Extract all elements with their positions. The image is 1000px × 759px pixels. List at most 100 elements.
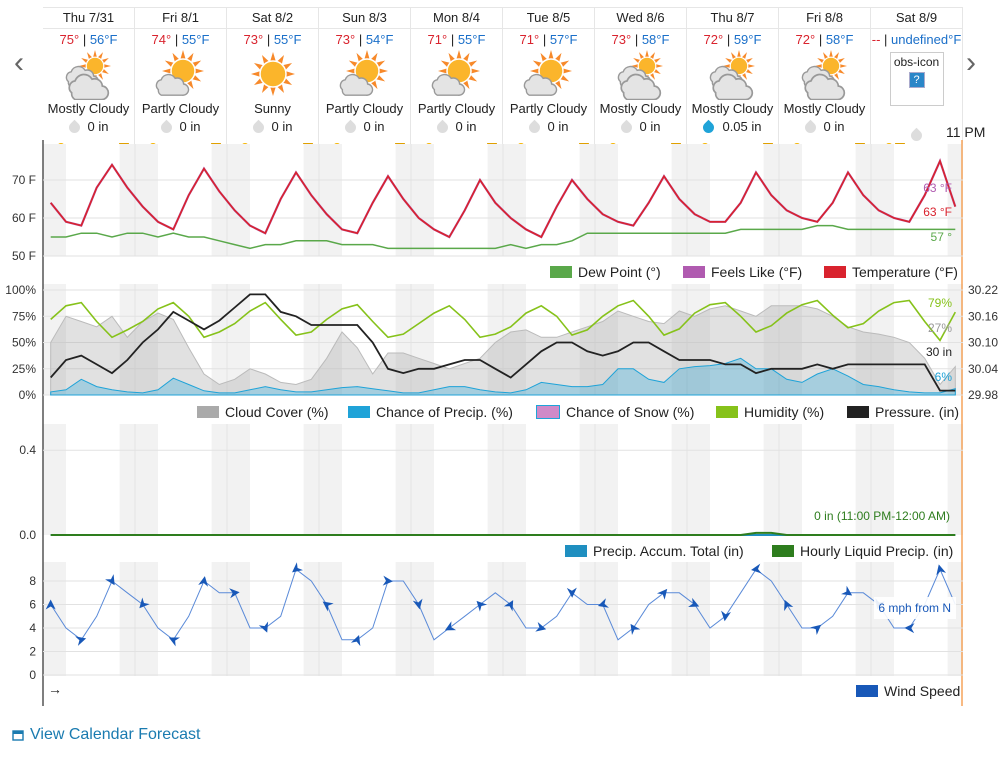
mostly-cloudy-icon xyxy=(43,48,134,100)
day-label: Wed 8/6 xyxy=(595,7,686,29)
day-column[interactable]: Sun 8/3 73° | 54°F Partly Cloudy 0 in xyxy=(319,7,411,147)
legend-dew[interactable]: Dew Point (°) xyxy=(550,264,661,280)
humidity-line xyxy=(50,299,957,342)
night-band xyxy=(579,284,618,395)
y-tick-label-right: 30.22 xyxy=(968,283,998,297)
wind-direction-marker xyxy=(292,562,304,573)
wind-direction-marker xyxy=(105,574,115,586)
wind-direction-marker xyxy=(45,599,56,610)
legend-snow[interactable]: Chance of Snow (%) xyxy=(536,404,694,420)
legend-humidity[interactable]: Humidity (%) xyxy=(716,404,824,420)
wind-direction-marker xyxy=(841,585,853,596)
condition: Partly Cloudy xyxy=(417,101,496,116)
day-column[interactable]: Wed 8/6 73° | 58°F Mostly Cloudy 0 in xyxy=(595,7,687,147)
day-label: Sat 8/9 xyxy=(871,7,962,29)
high-temp: 73° xyxy=(335,32,356,47)
legend-precip[interactable]: Chance of Precip. (%) xyxy=(348,404,513,420)
night-band xyxy=(211,424,250,535)
low-temp: 55°F xyxy=(181,32,210,47)
condition: Mostly Cloudy xyxy=(599,101,682,116)
pressure-end-label: 30 in xyxy=(926,345,952,359)
wind-direction-marker xyxy=(503,600,514,612)
wind-direction-marker xyxy=(535,621,547,632)
low-temp: undefined°F xyxy=(891,32,962,47)
night-band xyxy=(671,284,710,395)
day-label: Fri 8/1 xyxy=(135,7,226,29)
night-band xyxy=(43,144,66,256)
night-band xyxy=(671,424,710,535)
night-band xyxy=(43,424,66,535)
legend-temp[interactable]: Temperature (°F) xyxy=(824,264,958,280)
y-tick-label-right: 29.98 xyxy=(968,388,998,402)
legend-label: Wind Speed xyxy=(884,683,961,699)
legend-pressure[interactable]: Pressure. (in) xyxy=(847,404,959,420)
next-button[interactable]: › xyxy=(966,46,976,79)
high-temp: 72° xyxy=(795,32,816,47)
high-temp: 75° xyxy=(59,32,80,47)
prev-button[interactable]: ‹ xyxy=(14,46,24,79)
night-band xyxy=(395,144,434,256)
legend-label: Hourly Liquid Precip. (in) xyxy=(800,543,954,559)
wind-direction-marker xyxy=(597,598,609,608)
night-band xyxy=(947,144,963,256)
day-column[interactable]: Thu 7/31 75° | 56°F Mostly Cloudy 0 in xyxy=(43,7,135,147)
hourly-liquid-line xyxy=(50,531,956,536)
legend-feels[interactable]: Feels Like (°F) xyxy=(683,264,802,280)
wind-direction-marker xyxy=(904,623,915,634)
sunny-icon xyxy=(227,48,318,100)
view-calendar-forecast-link[interactable]: View Calendar Forecast xyxy=(12,726,200,744)
legend-cloud[interactable]: Cloud Cover (%) xyxy=(197,404,328,420)
wind-direction-marker xyxy=(784,599,794,612)
night-band xyxy=(395,562,434,676)
wind-direction-marker xyxy=(721,610,731,622)
wind-direction-arrow: → xyxy=(48,681,62,697)
dew-point-line xyxy=(50,224,956,250)
dew-point-end-label: 57 ° xyxy=(931,230,953,244)
y-tick-label-right: 30.16 xyxy=(968,309,998,323)
forecast-charts: 70 F 60 F 50 F 63 °F 63 °F 57 ° 100% 30.22 75% 30… xyxy=(5,140,998,706)
precip-chance-area xyxy=(50,357,956,396)
wind-direction-marker xyxy=(350,635,361,647)
condition: Mostly Cloudy xyxy=(783,101,866,116)
y-tick-label: 8 xyxy=(29,574,36,588)
obs-icon: obs-icon? xyxy=(889,52,944,106)
legend-accum[interactable]: Precip. Accum. Total (in) xyxy=(565,543,744,559)
wind-direction-marker xyxy=(75,636,87,646)
condition: Mostly Cloudy xyxy=(47,101,130,116)
night-band xyxy=(303,284,342,395)
legend-label: Feels Like (°F) xyxy=(711,264,803,280)
legend-liquid[interactable]: Hourly Liquid Precip. (in) xyxy=(772,543,953,559)
low-temp: 59°F xyxy=(733,32,762,47)
low-temp: 58°F xyxy=(825,32,854,47)
precip-end-label: 0 in (11:00 PM-12:00 AM) xyxy=(814,509,950,523)
partly-cloudy-icon xyxy=(135,48,226,100)
legend-wind[interactable]: Wind Speed xyxy=(856,683,960,699)
precip-end-label: 6% xyxy=(935,370,953,384)
precip-amount: 0 in xyxy=(179,119,201,134)
precip-amount: 0.05 in xyxy=(722,119,762,134)
night-band xyxy=(579,144,618,256)
y-tick-label: 0.4 xyxy=(19,443,36,457)
day-column[interactable]: Fri 8/1 74° | 55°F Partly Cloudy 0 in xyxy=(135,7,227,147)
night-band xyxy=(211,562,250,676)
night-band xyxy=(579,562,618,676)
day-column[interactable]: Sat 8/2 73° | 55°F Sunny 0 in xyxy=(227,7,319,147)
day-column[interactable]: Mon 8/4 71° | 55°F Partly Cloudy 0 in xyxy=(411,7,503,147)
high-temp: 73° xyxy=(611,32,632,47)
low-temp: 56°F xyxy=(89,32,118,47)
condition: Partly Cloudy xyxy=(141,101,220,116)
high-temp: 72° xyxy=(703,32,724,47)
night-band xyxy=(671,144,710,256)
day-label: Tue 8/5 xyxy=(503,7,594,29)
y-tick-label-right: 30.04 xyxy=(968,362,998,376)
wind-label-box xyxy=(874,597,956,619)
night-band xyxy=(855,424,894,535)
night-band xyxy=(855,284,894,395)
day-column[interactable]: Fri 8/8 72° | 58°F Mostly Cloudy 0 in xyxy=(779,7,871,147)
night-band xyxy=(395,424,434,535)
precip-amount: 0 in xyxy=(547,119,569,134)
partly-cloudy-icon xyxy=(411,48,502,100)
precip-amount: 0 in xyxy=(363,119,385,134)
low-temp: 58°F xyxy=(641,32,670,47)
day-column[interactable]: Sat 8/9 -- | undefined°F obs-icon? xyxy=(871,7,963,147)
